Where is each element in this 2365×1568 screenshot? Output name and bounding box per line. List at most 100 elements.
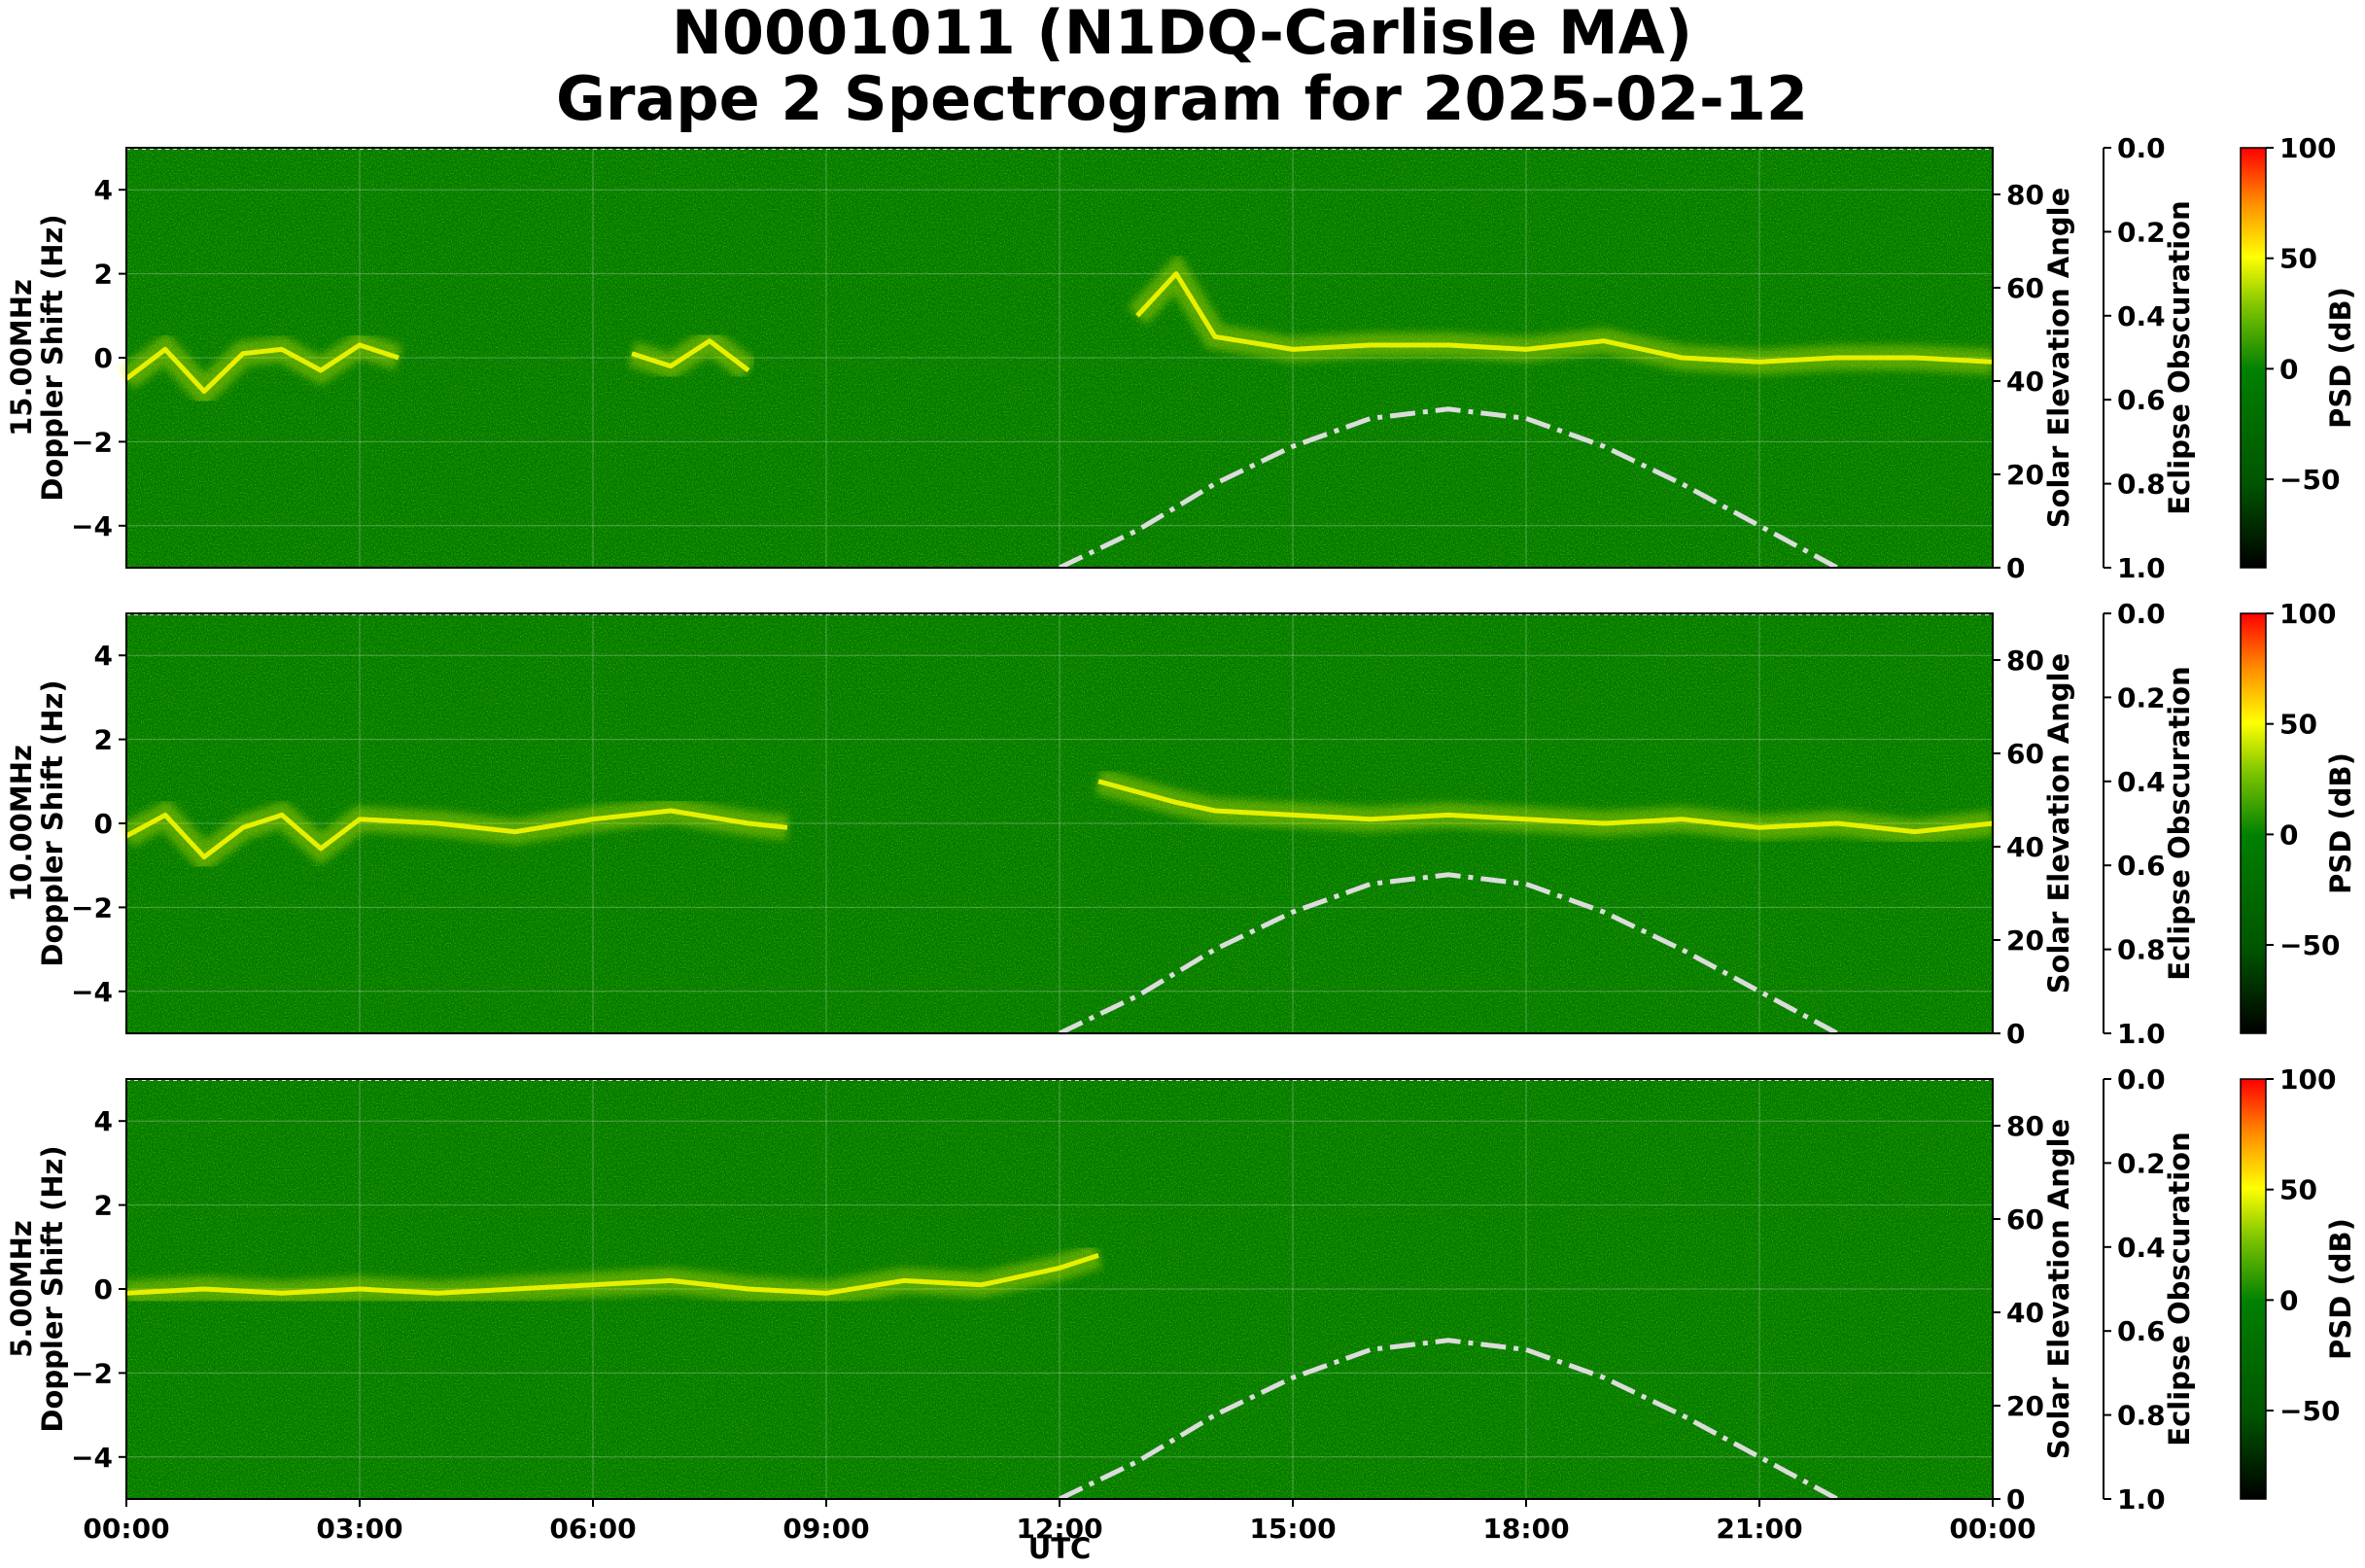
eclipse-tick-label: 0.2: [2117, 216, 2166, 248]
eclipse-tick-label: 0.8: [2117, 469, 2166, 501]
eclipse-tick-label: 0.0: [2117, 598, 2166, 630]
colorbar-tick-label: 0: [2279, 1284, 2298, 1316]
y-tick-label: −4: [71, 1442, 113, 1474]
solar-tick-label: 60: [2006, 272, 2044, 304]
y-axis-label-freq: 15.00MHz: [5, 279, 38, 436]
y-tick-label: 0: [94, 1273, 113, 1306]
doppler-trace: [125, 1253, 1099, 1296]
eclipse-tick-label: 1.0: [2117, 552, 2166, 584]
solar-axis-label: Solar Elevation Angle: [2042, 1119, 2075, 1460]
eclipse-tick-label: 1.0: [2117, 1483, 2166, 1516]
solar-tick-label: 80: [2006, 1110, 2044, 1142]
eclipse-axis-label: Eclipse Obscuration: [2163, 200, 2196, 514]
colorbar-tick-label: −50: [2279, 929, 2340, 961]
x-tick-label: 15:00: [1249, 1513, 1336, 1545]
y-tick-label: 2: [94, 1190, 113, 1222]
y-tick-label: 0: [94, 342, 113, 374]
x-tick-label: 12:00: [1016, 1513, 1102, 1545]
y-axis-label-freq: 10.00MHz: [5, 745, 38, 902]
y-tick-label: 4: [94, 640, 113, 672]
colorbar-tick-label: 100: [2279, 598, 2336, 630]
x-tick-label: 00:00: [83, 1513, 169, 1545]
x-axis-label: UTC: [1028, 1532, 1092, 1565]
doppler-trace: [124, 808, 788, 860]
colorbar-label: PSD (dB): [2324, 287, 2357, 429]
y-tick-label: −4: [71, 510, 113, 542]
colorbar: [2240, 147, 2267, 569]
solar-tick-label: 60: [2006, 1203, 2044, 1236]
solar-tick-label: 40: [2006, 831, 2044, 863]
y-tick-label: 2: [94, 259, 113, 291]
eclipse-tick-label: 0.4: [2117, 300, 2166, 332]
solar-tick-label: 40: [2006, 1297, 2044, 1329]
eclipse-tick-label: 0.6: [2117, 1315, 2166, 1347]
doppler-trace: [124, 342, 400, 395]
colorbar-label: PSD (dB): [2324, 752, 2357, 894]
figure-title-line2: Grape 2 Spectrogram for 2025-02-12: [556, 63, 1808, 134]
y-tick-label: 2: [94, 724, 113, 756]
solar-tick-label: 80: [2006, 179, 2044, 211]
figure-title-line1: N0001011 (N1DQ-Carlisle MA): [672, 0, 1692, 68]
colorbar-tick-label: 0: [2279, 353, 2298, 385]
y-tick-label: 4: [94, 174, 113, 206]
solar-elevation-curve: [1058, 872, 1839, 1036]
solar-tick-label: 20: [2006, 1390, 2044, 1422]
colorbar-tick-label: 100: [2279, 1063, 2336, 1096]
x-tick-label: 00:00: [1949, 1513, 2035, 1545]
doppler-trace: [1097, 779, 1994, 835]
y-tick-label: −2: [71, 1357, 113, 1389]
eclipse-axis-label: Eclipse Obscuration: [2163, 1132, 2196, 1446]
x-axis: 00:00 03:00 06:00 09:00 12:00 15:00 18:00 21:00…: [83, 1499, 2036, 1545]
solar-tick-label: 80: [2006, 645, 2044, 677]
eclipse-tick-label: 0.0: [2117, 1063, 2166, 1096]
y-axis-label-doppler: Doppler Shift (Hz): [36, 214, 69, 501]
eclipse-tick-label: 0.0: [2117, 132, 2166, 164]
y-axis-label-doppler: Doppler Shift (Hz): [36, 1145, 69, 1432]
x-tick-label: 03:00: [316, 1513, 402, 1545]
colorbar-tick-label: 50: [2279, 243, 2317, 275]
colorbar-tick-label: 50: [2279, 709, 2317, 741]
solar-tick-label: 40: [2006, 366, 2044, 398]
eclipse-tick-label: 0.4: [2117, 766, 2166, 798]
eclipse-tick-label: 0.8: [2117, 1400, 2166, 1432]
y-tick-label: −2: [71, 426, 113, 458]
y-axis-label-freq: 5.00MHz: [5, 1220, 38, 1358]
solar-tick-label: 60: [2006, 738, 2044, 770]
eclipse-tick-label: 1.0: [2117, 1018, 2166, 1050]
eclipse-tick-label: 0.6: [2117, 850, 2166, 882]
doppler-trace: [631, 338, 750, 372]
eclipse-tick-label: 0.6: [2117, 384, 2166, 416]
x-tick-label: 21:00: [1716, 1513, 1802, 1545]
colorbar-label: PSD (dB): [2324, 1218, 2357, 1360]
x-tick-label: 18:00: [1482, 1513, 1569, 1545]
colorbar-tick-label: 100: [2279, 132, 2336, 164]
colorbar: [2240, 1078, 2267, 1500]
eclipse-tick-label: 0.8: [2117, 934, 2166, 966]
solar-tick-label: 0: [2006, 552, 2025, 584]
colorbar-tick-label: 50: [2279, 1174, 2317, 1206]
colorbar-tick-label: 0: [2279, 819, 2298, 851]
y-tick-label: −2: [71, 891, 113, 923]
eclipse-tick-label: 0.2: [2117, 681, 2166, 714]
y-tick-label: 4: [94, 1105, 113, 1137]
eclipse-tick-label: 0.2: [2117, 1147, 2166, 1179]
y-tick-label: 0: [94, 808, 113, 840]
colorbar-tick-label: −50: [2279, 1395, 2340, 1427]
solar-axis-label: Solar Elevation Angle: [2042, 188, 2075, 529]
eclipse-axis-label: Eclipse Obscuration: [2163, 666, 2196, 980]
doppler-trace: [1135, 271, 1994, 365]
colorbar-tick-label: −50: [2279, 464, 2340, 496]
solar-axis-label: Solar Elevation Angle: [2042, 653, 2075, 994]
solar-tick-label: 0: [2006, 1018, 2025, 1050]
solar-tick-label: 0: [2006, 1483, 2025, 1516]
solar-tick-label: 20: [2006, 924, 2044, 957]
y-axis-label-doppler: Doppler Shift (Hz): [36, 679, 69, 966]
x-tick-label: 06:00: [549, 1513, 636, 1545]
solar-elevation-curve: [1058, 1338, 1839, 1502]
solar-tick-label: 20: [2006, 459, 2044, 491]
